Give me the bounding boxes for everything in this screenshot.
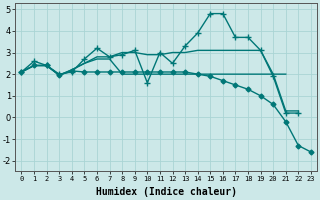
X-axis label: Humidex (Indice chaleur): Humidex (Indice chaleur) — [96, 187, 237, 197]
